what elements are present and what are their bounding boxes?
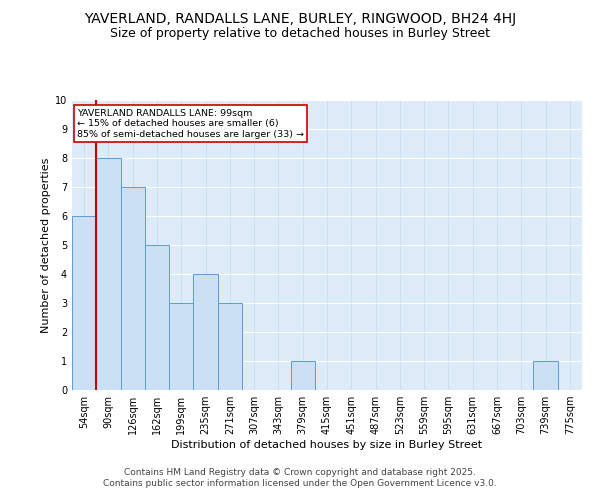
Bar — [169, 303, 193, 390]
Bar — [218, 303, 242, 390]
Bar — [96, 158, 121, 390]
Text: Contains HM Land Registry data © Crown copyright and database right 2025.
Contai: Contains HM Land Registry data © Crown c… — [103, 468, 497, 487]
Bar — [290, 361, 315, 390]
Bar — [121, 187, 145, 390]
Text: YAVERLAND RANDALLS LANE: 99sqm
← 15% of detached houses are smaller (6)
85% of s: YAVERLAND RANDALLS LANE: 99sqm ← 15% of … — [77, 108, 304, 138]
Text: YAVERLAND, RANDALLS LANE, BURLEY, RINGWOOD, BH24 4HJ: YAVERLAND, RANDALLS LANE, BURLEY, RINGWO… — [84, 12, 516, 26]
Bar — [145, 245, 169, 390]
X-axis label: Distribution of detached houses by size in Burley Street: Distribution of detached houses by size … — [172, 440, 482, 450]
Y-axis label: Number of detached properties: Number of detached properties — [41, 158, 51, 332]
Bar — [533, 361, 558, 390]
Bar — [193, 274, 218, 390]
Bar — [72, 216, 96, 390]
Text: Size of property relative to detached houses in Burley Street: Size of property relative to detached ho… — [110, 28, 490, 40]
